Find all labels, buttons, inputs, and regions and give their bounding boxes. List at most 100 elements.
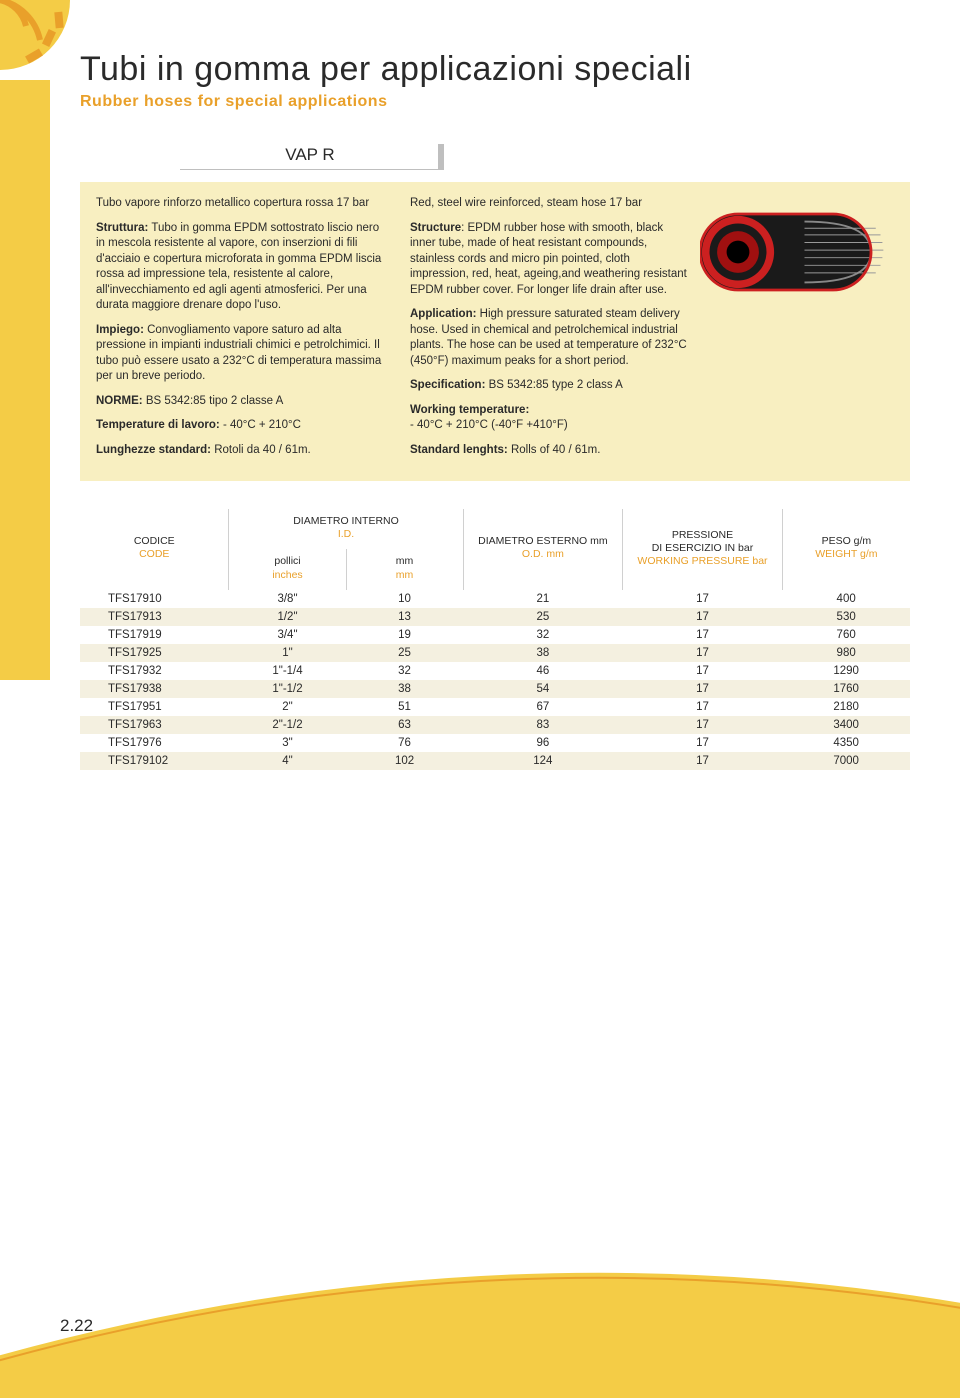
table-cell-pressure: 17	[623, 698, 783, 716]
th-mm: mm mm	[346, 549, 463, 589]
table-cell-inches: 4"	[229, 752, 346, 770]
table-cell-code: TFS179102	[80, 752, 229, 770]
th-mm-it: mm	[396, 555, 414, 567]
it-lengths-text: Rotoli da 40 / 61m.	[211, 444, 311, 456]
table-cell-od: 54	[463, 680, 623, 698]
english-column: Red, steel wire reinforced, steam hose 1…	[410, 196, 690, 467]
en-spec-text: BS 5342:85 type 2 class A	[485, 379, 622, 391]
table-cell-pressure: 17	[623, 626, 783, 644]
table-cell-pressure: 17	[623, 680, 783, 698]
table-cell-weight: 3400	[782, 716, 910, 734]
th-weight-it: PESO g/m	[822, 535, 872, 547]
table-header: CODICE CODE DIAMETRO INTERNO I.D. DIAMET…	[80, 509, 910, 590]
th-weight: PESO g/m WEIGHT g/m	[782, 509, 910, 590]
table-cell-od: 124	[463, 752, 623, 770]
table-cell-pressure: 17	[623, 662, 783, 680]
table-cell-mm: 38	[346, 680, 463, 698]
table-cell-mm: 32	[346, 662, 463, 680]
table-row: TFS179131/2"132517530	[80, 608, 910, 626]
table-cell-code: TFS17976	[80, 734, 229, 752]
table-cell-weight: 980	[782, 644, 910, 662]
th-inches-en: inches	[272, 569, 302, 581]
table-cell-mm: 25	[346, 644, 463, 662]
table-cell-code: TFS17910	[80, 590, 229, 608]
en-application-label: Application:	[410, 308, 476, 320]
th-weight-en: WEIGHT g/m	[815, 548, 877, 560]
table-row: TFS179512"5167172180	[80, 698, 910, 716]
table-cell-pressure: 17	[623, 716, 783, 734]
th-code-en: CODE	[139, 548, 169, 560]
table-cell-weight: 1290	[782, 662, 910, 680]
bottom-arc-decoration	[0, 1218, 960, 1398]
table-cell-mm: 10	[346, 590, 463, 608]
en-structure-label: Structure	[410, 222, 461, 234]
table-cell-pressure: 17	[623, 734, 783, 752]
spec-table-wrap: CODICE CODE DIAMETRO INTERNO I.D. DIAMET…	[80, 509, 910, 770]
th-id-it: DIAMETRO INTERNO	[293, 515, 399, 527]
table-row: TFS1791024"102124177000	[80, 752, 910, 770]
table-cell-code: TFS17963	[80, 716, 229, 734]
th-id-en: I.D.	[338, 528, 354, 540]
en-temperature: Working temperature: - 40°C + 210°C (-40°…	[410, 403, 690, 434]
it-structure-label: Struttura:	[96, 222, 148, 234]
it-norms-label: NORME:	[96, 395, 143, 407]
page-content: Tubi in gomma per applicazioni speciali …	[0, 0, 960, 770]
table-cell-code: TFS17913	[80, 608, 229, 626]
th-mm-en: mm	[396, 569, 414, 581]
table-cell-inches: 2"-1/2	[229, 716, 346, 734]
th-pressure: PRESSIONE DI ESERCIZIO IN bar WORKING PR…	[623, 509, 783, 590]
it-application-label: Impiego:	[96, 324, 144, 336]
th-od-en: O.D. mm	[522, 548, 564, 560]
table-cell-code: TFS17932	[80, 662, 229, 680]
description-block: Tubo vapore rinforzo metallico copertura…	[80, 182, 910, 481]
it-summary: Tubo vapore rinforzo metallico copertura…	[96, 196, 386, 212]
table-cell-pressure: 17	[623, 752, 783, 770]
product-code-wrap: VAP R	[180, 141, 440, 170]
table-cell-pressure: 17	[623, 644, 783, 662]
table-cell-code: TFS17925	[80, 644, 229, 662]
it-structure-text: Tubo in gomma EPDM sottostrato liscio ne…	[96, 222, 381, 312]
table-cell-pressure: 17	[623, 590, 783, 608]
it-norms-text: BS 5342:85 tipo 2 classe A	[143, 395, 284, 407]
hose-crosssection-icon	[700, 192, 890, 312]
en-lengths: Standard lenghts: Rolls of 40 / 61m.	[410, 443, 690, 459]
it-temperature: Temperature di lavoro: - 40°C + 210°C	[96, 418, 386, 434]
th-od-it: DIAMETRO ESTERNO mm	[478, 535, 608, 547]
table-cell-code: TFS17951	[80, 698, 229, 716]
table-cell-mm: 19	[346, 626, 463, 644]
table-cell-mm: 51	[346, 698, 463, 716]
th-code-it: CODICE	[134, 535, 175, 547]
table-cell-od: 38	[463, 644, 623, 662]
table-cell-mm: 76	[346, 734, 463, 752]
table-cell-mm: 102	[346, 752, 463, 770]
corner-decoration-icon	[0, 0, 90, 90]
en-lengths-text: Rolls of 40 / 61m.	[508, 444, 601, 456]
table-cell-od: 21	[463, 590, 623, 608]
en-spec: Specification: BS 5342:85 type 2 class A	[410, 378, 690, 394]
table-cell-inches: 1"	[229, 644, 346, 662]
en-temperature-label: Working temperature:	[410, 404, 529, 416]
en-summary: Red, steel wire reinforced, steam hose 1…	[410, 196, 690, 212]
table-row: TFS179763"7696174350	[80, 734, 910, 752]
table-cell-weight: 7000	[782, 752, 910, 770]
table-cell-inches: 3"	[229, 734, 346, 752]
en-structure: Structure: EPDM rubber hose with smooth,…	[410, 221, 690, 299]
th-inches-it: pollici	[274, 555, 300, 567]
table-cell-inches: 1"-1/4	[229, 662, 346, 680]
table-cell-od: 25	[463, 608, 623, 626]
en-spec-label: Specification:	[410, 379, 485, 391]
it-application: Impiego: Convogliamento vapore saturo ad…	[96, 323, 386, 385]
page-number: 2.22	[60, 1316, 93, 1336]
it-temperature-text: - 40°C + 210°C	[220, 419, 301, 431]
table-cell-inches: 2"	[229, 698, 346, 716]
table-cell-od: 46	[463, 662, 623, 680]
en-lengths-label: Standard lenghts:	[410, 444, 508, 456]
it-temperature-label: Temperature di lavoro:	[96, 419, 220, 431]
table-row: TFS179193/4"193217760	[80, 626, 910, 644]
table-cell-mm: 63	[346, 716, 463, 734]
en-temperature-text: - 40°C + 210°C (-40°F +410°F)	[410, 419, 568, 431]
it-lengths: Lunghezze standard: Rotoli da 40 / 61m.	[96, 443, 386, 459]
table-cell-inches: 3/4"	[229, 626, 346, 644]
table-cell-weight: 2180	[782, 698, 910, 716]
table-cell-code: TFS17919	[80, 626, 229, 644]
